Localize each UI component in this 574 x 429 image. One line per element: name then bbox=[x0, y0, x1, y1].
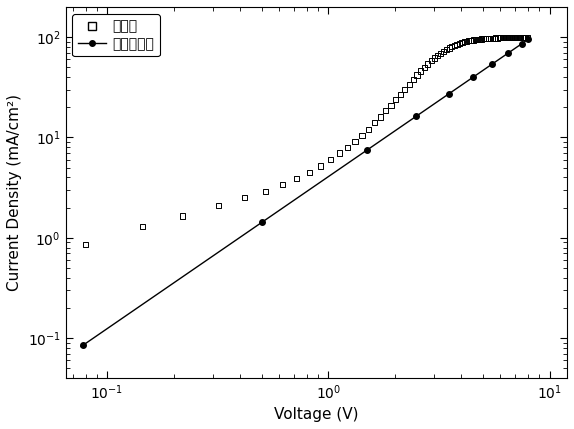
实测值 bbox=[468, 36, 478, 43]
数据拟合值 bbox=[505, 51, 511, 56]
实测值 bbox=[292, 175, 301, 182]
实测值 bbox=[475, 36, 484, 42]
实测值 bbox=[409, 76, 418, 83]
实测值 bbox=[462, 38, 471, 45]
实测值 bbox=[278, 181, 287, 188]
实测值 bbox=[426, 57, 436, 64]
实测值 bbox=[439, 48, 448, 55]
实测值 bbox=[386, 102, 395, 109]
实测值 bbox=[464, 37, 474, 44]
数据拟合值 bbox=[525, 37, 532, 42]
实测值 bbox=[508, 34, 517, 41]
实测值 bbox=[420, 64, 429, 71]
实测值 bbox=[325, 156, 335, 163]
实测值 bbox=[214, 202, 223, 209]
实测值 bbox=[370, 119, 379, 126]
实测值 bbox=[520, 34, 529, 41]
实测值 bbox=[513, 34, 522, 41]
X-axis label: Voltage (V): Voltage (V) bbox=[274, 407, 359, 422]
实测值 bbox=[376, 114, 385, 121]
实测值 bbox=[445, 45, 454, 51]
数据拟合值 bbox=[470, 75, 476, 80]
实测值 bbox=[505, 34, 514, 41]
实测值 bbox=[480, 35, 490, 42]
实测值 bbox=[510, 34, 519, 41]
实测值 bbox=[423, 60, 432, 67]
实测值 bbox=[457, 39, 467, 46]
实测值 bbox=[450, 42, 459, 49]
实测值 bbox=[400, 86, 409, 93]
实测值 bbox=[471, 36, 480, 43]
实测值 bbox=[479, 35, 488, 42]
实测值 bbox=[335, 150, 344, 157]
实测值 bbox=[396, 91, 405, 98]
数据拟合值 bbox=[258, 220, 265, 225]
实测值 bbox=[416, 67, 425, 74]
数据拟合值 bbox=[518, 41, 525, 46]
实测值 bbox=[436, 50, 445, 57]
数据拟合值 bbox=[413, 114, 420, 119]
实测值 bbox=[316, 163, 325, 169]
实测值 bbox=[430, 54, 439, 61]
实测值 bbox=[490, 35, 499, 42]
Legend: 实测值, 数据拟合值: 实测值, 数据拟合值 bbox=[72, 14, 160, 57]
实测值 bbox=[491, 35, 501, 42]
实测值 bbox=[460, 38, 469, 45]
实测值 bbox=[514, 34, 523, 41]
实测值 bbox=[391, 96, 401, 103]
实测值 bbox=[502, 34, 511, 41]
Y-axis label: Current Density (mA/cm²): Current Density (mA/cm²) bbox=[7, 94, 22, 291]
实测值 bbox=[455, 40, 464, 47]
实测值 bbox=[483, 35, 492, 42]
实测值 bbox=[507, 34, 516, 41]
实测值 bbox=[442, 46, 451, 53]
实测值 bbox=[501, 34, 510, 41]
实测值 bbox=[452, 41, 461, 48]
实测值 bbox=[477, 36, 486, 42]
实测值 bbox=[486, 35, 495, 42]
数据拟合值 bbox=[488, 61, 495, 66]
实测值 bbox=[496, 34, 505, 41]
实测值 bbox=[495, 34, 504, 41]
实测值 bbox=[493, 35, 502, 42]
实测值 bbox=[381, 107, 390, 114]
数据拟合值 bbox=[445, 91, 452, 97]
实测值 bbox=[484, 35, 494, 42]
实测值 bbox=[305, 169, 314, 176]
实测值 bbox=[504, 34, 513, 41]
实测值 bbox=[178, 212, 187, 219]
实测值 bbox=[81, 242, 90, 248]
实测值 bbox=[519, 34, 528, 41]
实测值 bbox=[364, 126, 373, 133]
数据拟合值 bbox=[80, 343, 87, 348]
实测值 bbox=[413, 72, 422, 79]
实测值 bbox=[488, 35, 497, 42]
实测值 bbox=[518, 34, 527, 41]
实测值 bbox=[467, 37, 476, 44]
实测值 bbox=[522, 34, 532, 41]
实测值 bbox=[343, 144, 352, 151]
实测值 bbox=[241, 194, 250, 201]
实测值 bbox=[499, 34, 509, 41]
实测值 bbox=[358, 132, 367, 139]
Line: 数据拟合值: 数据拟合值 bbox=[80, 36, 531, 348]
实测值 bbox=[515, 34, 524, 41]
实测值 bbox=[261, 188, 270, 195]
数据拟合值 bbox=[364, 148, 371, 153]
实测值 bbox=[516, 34, 525, 41]
实测值 bbox=[350, 138, 359, 145]
实测值 bbox=[405, 81, 414, 88]
实测值 bbox=[447, 43, 456, 50]
实测值 bbox=[498, 34, 507, 41]
实测值 bbox=[433, 52, 442, 59]
实测值 bbox=[138, 223, 148, 230]
实测值 bbox=[521, 34, 530, 41]
实测值 bbox=[511, 34, 520, 41]
实测值 bbox=[473, 36, 482, 43]
